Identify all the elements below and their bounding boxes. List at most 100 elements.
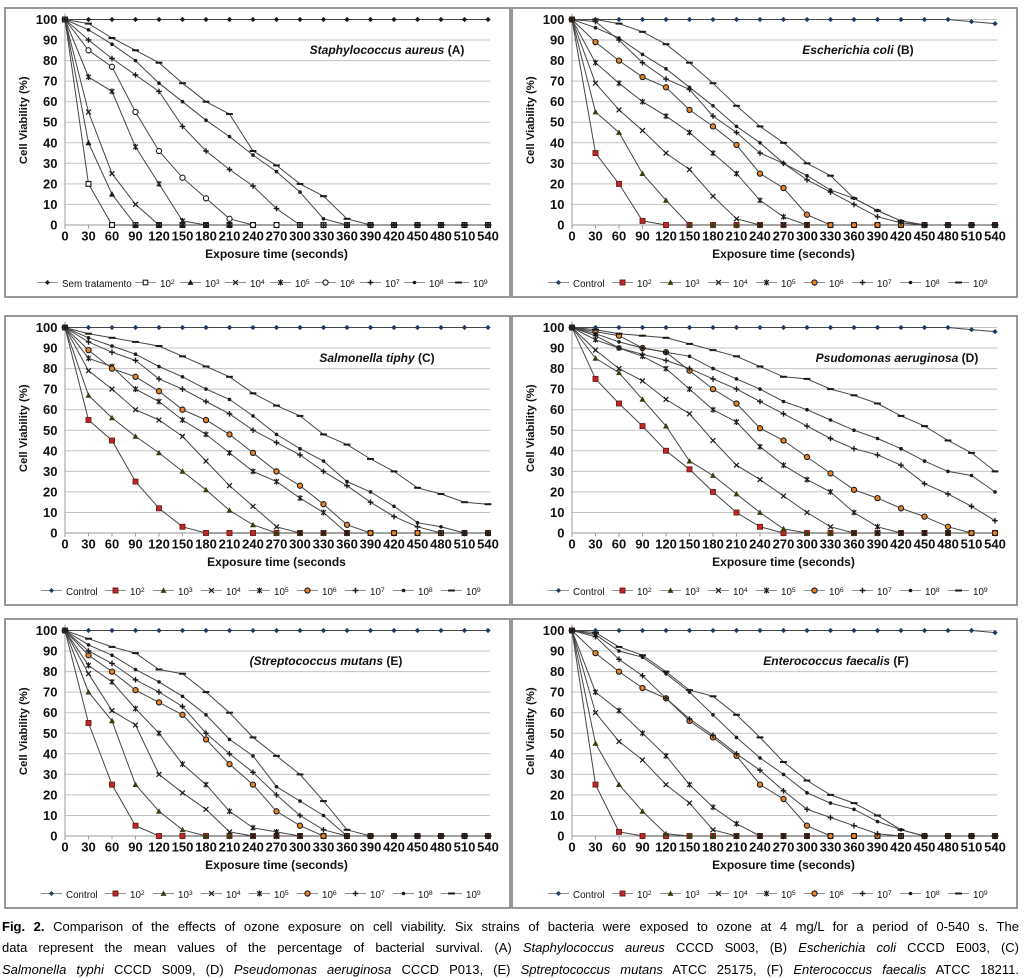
svg-text:109: 109 [466,587,481,598]
svg-text:20: 20 [550,484,564,499]
svg-text:540: 540 [984,537,1006,552]
svg-text:30: 30 [43,156,57,171]
svg-text:106: 106 [340,279,355,290]
svg-text:150: 150 [172,840,194,855]
svg-text:540: 540 [477,229,499,244]
svg-text:0: 0 [568,840,575,855]
svg-text:50: 50 [550,423,564,438]
svg-text:40: 40 [43,443,57,458]
svg-text:104: 104 [733,279,748,290]
svg-text:102: 102 [130,890,145,901]
svg-text:Enterococcus faecalis (F): Enterococcus faecalis (F) [763,654,908,668]
svg-text:240: 240 [749,840,771,855]
svg-text:0: 0 [557,218,564,233]
svg-text:Cell Viability (%): Cell Viability (%) [18,76,30,164]
svg-text:10: 10 [43,808,57,823]
svg-text:330: 330 [313,840,335,855]
svg-text:270: 270 [266,840,288,855]
svg-text:Control: Control [573,890,605,901]
svg-text:100: 100 [543,320,565,335]
svg-text:150: 150 [172,537,194,552]
svg-text:50: 50 [550,726,564,741]
svg-text:300: 300 [289,840,311,855]
svg-text:60: 60 [550,402,564,417]
svg-text:30: 30 [43,464,57,479]
svg-text:Control: Control [573,587,605,598]
svg-text:102: 102 [637,587,652,598]
svg-text:10: 10 [43,505,57,520]
svg-text:450: 450 [914,537,936,552]
svg-text:90: 90 [128,229,142,244]
svg-text:480: 480 [430,229,452,244]
svg-text:330: 330 [820,229,842,244]
svg-text:90: 90 [635,537,649,552]
svg-text:420: 420 [890,537,912,552]
svg-text:40: 40 [550,135,564,150]
svg-text:109: 109 [466,890,481,901]
svg-text:180: 180 [195,229,217,244]
svg-text:360: 360 [843,840,865,855]
svg-text:103: 103 [205,279,220,290]
svg-text:270: 270 [773,537,795,552]
svg-text:120: 120 [655,229,677,244]
svg-text:106: 106 [829,587,844,598]
svg-text:50: 50 [43,423,57,438]
svg-text:Staphylococcus aureus (A): Staphylococcus aureus (A) [310,43,465,57]
svg-text:103: 103 [685,587,700,598]
svg-text:20: 20 [550,787,564,802]
svg-text:0: 0 [557,829,564,844]
svg-text:105: 105 [274,890,289,901]
svg-text:180: 180 [195,537,217,552]
svg-text:180: 180 [702,840,724,855]
svg-text:180: 180 [702,537,724,552]
svg-text:104: 104 [226,587,241,598]
svg-text:240: 240 [242,840,264,855]
svg-text:104: 104 [733,587,748,598]
svg-text:40: 40 [550,746,564,761]
svg-text:120: 120 [655,840,677,855]
svg-text:103: 103 [178,587,193,598]
svg-text:Exposure time (seconds): Exposure time (seconds) [205,858,348,872]
svg-text:103: 103 [178,890,193,901]
svg-text:Exposure time (seconds): Exposure time (seconds) [712,858,855,872]
svg-text:102: 102 [637,279,652,290]
svg-text:109: 109 [973,890,988,901]
svg-text:330: 330 [820,840,842,855]
svg-text:Exposure time (seconds): Exposure time (seconds) [712,247,855,261]
svg-text:120: 120 [148,229,170,244]
svg-text:510: 510 [961,229,983,244]
svg-text:540: 540 [477,840,499,855]
svg-text:180: 180 [195,840,217,855]
svg-text:70: 70 [43,74,57,89]
svg-text:270: 270 [266,537,288,552]
svg-text:50: 50 [43,115,57,130]
svg-text:300: 300 [289,537,311,552]
svg-text:109: 109 [973,279,988,290]
svg-text:420: 420 [383,229,405,244]
svg-text:105: 105 [781,279,796,290]
svg-text:240: 240 [242,229,264,244]
svg-text:390: 390 [867,840,889,855]
svg-text:104: 104 [226,890,241,901]
svg-text:480: 480 [430,840,452,855]
svg-text:Escherichia coli (B): Escherichia coli (B) [802,43,913,57]
svg-text:Exposure time (seconds): Exposure time (seconds) [712,555,855,569]
svg-text:300: 300 [289,229,311,244]
svg-text:107: 107 [877,279,892,290]
svg-text:450: 450 [407,840,429,855]
svg-text:420: 420 [383,537,405,552]
svg-text:300: 300 [796,840,818,855]
svg-text:150: 150 [679,537,701,552]
svg-text:80: 80 [43,664,57,679]
svg-text:108: 108 [925,587,940,598]
svg-text:20: 20 [550,176,564,191]
svg-text:108: 108 [925,279,940,290]
svg-text:106: 106 [322,587,337,598]
svg-text:90: 90 [550,33,564,48]
svg-text:70: 70 [43,382,57,397]
svg-text:420: 420 [890,840,912,855]
svg-text:270: 270 [773,229,795,244]
svg-text:480: 480 [937,229,959,244]
svg-text:90: 90 [43,644,57,659]
svg-text:102: 102 [637,890,652,901]
